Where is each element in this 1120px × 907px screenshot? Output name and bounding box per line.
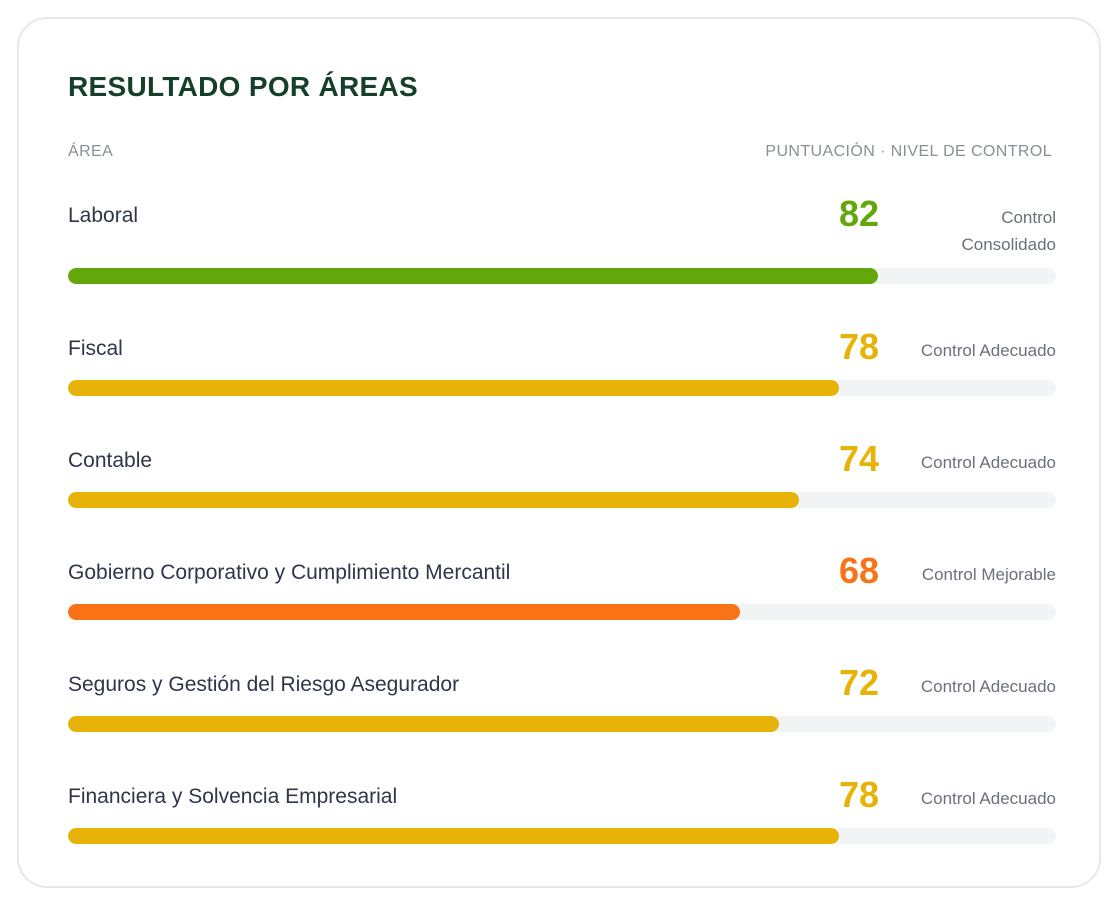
area-name: Seguros y Gestión del Riesgo Asegurador [68, 673, 460, 696]
area-score: 72 [838, 662, 879, 703]
score-track [68, 492, 1056, 508]
score-bar [68, 268, 878, 284]
control-level: Control Mejorable [921, 565, 1056, 584]
area-name: Gobierno Corporativo y Cumplimiento Merc… [68, 561, 511, 584]
area-name: Fiscal [68, 337, 123, 360]
control-level: Control Consolidado [961, 208, 1056, 254]
score-bar [68, 828, 839, 844]
score-track [68, 604, 1056, 620]
score-track [68, 716, 1056, 732]
area-score: 74 [838, 438, 879, 479]
control-level: Control Adecuado [920, 341, 1056, 360]
column-header-area: ÁREA [68, 143, 114, 160]
score-track [68, 380, 1056, 396]
control-level: Control Adecuado [920, 453, 1056, 472]
control-level: Control Adecuado [920, 677, 1056, 696]
area-score: 82 [838, 193, 879, 234]
score-bar [68, 716, 779, 732]
area-name: Financiera y Solvencia Empresarial [68, 785, 398, 808]
area-score: 78 [838, 326, 879, 367]
column-header-score: PUNTUACIÓN · NIVEL DE CONTROL [765, 143, 1052, 160]
area-score: 78 [838, 774, 879, 815]
area-name: Contable [68, 449, 153, 472]
card-title: RESULTADO POR ÁREAS [68, 71, 419, 102]
results-card: RESULTADO POR ÁREAS ÁREA PUNTUACIÓN · NI… [17, 17, 1101, 888]
score-bar [68, 492, 799, 508]
score-bar [68, 604, 740, 620]
score-track [68, 828, 1056, 844]
score-bar [68, 380, 839, 396]
score-track [68, 268, 1056, 284]
area-score: 68 [838, 550, 879, 591]
area-name: Laboral [68, 204, 139, 227]
control-level: Control Adecuado [920, 789, 1056, 808]
